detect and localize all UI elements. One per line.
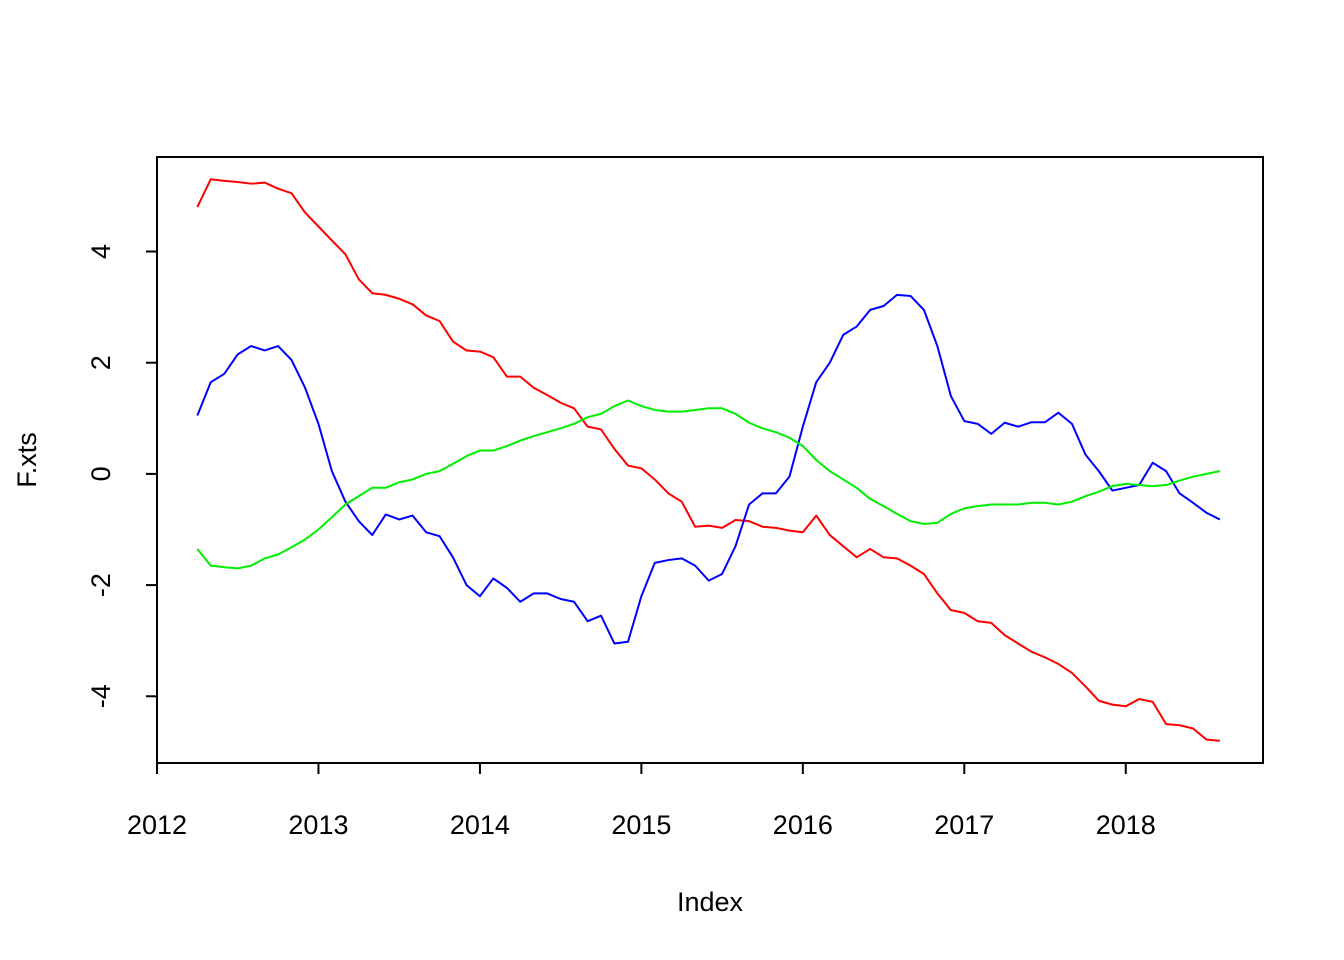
- x-tick-label: 2014: [450, 810, 510, 840]
- y-tick-label: 4: [86, 244, 116, 259]
- x-axis: 2012 2013 2014 2015 2016 2017 2018: [127, 762, 1156, 840]
- x-tick-label: 2016: [773, 810, 833, 840]
- x-tick-label: 2018: [1096, 810, 1156, 840]
- y-tick-label: -4: [86, 684, 116, 708]
- series-line-1: [196, 178, 1220, 742]
- series-line-2: [196, 293, 1221, 645]
- plot-frame: [156, 156, 1264, 764]
- y-tick-label: -2: [86, 573, 116, 597]
- x-axis-label: Index: [677, 887, 744, 917]
- x-tick-label: 2015: [611, 810, 671, 840]
- y-tick-label: 0: [86, 466, 116, 481]
- x-tick-label: 2017: [934, 810, 994, 840]
- x-tick-label: 2012: [127, 810, 187, 840]
- y-tick-label: 2: [86, 355, 116, 370]
- y-axis-label: F.xts: [12, 432, 42, 488]
- y-axis: -4 -2 0 2 4: [86, 244, 158, 708]
- series-layer: [196, 178, 1221, 742]
- x-tick-label: 2013: [288, 810, 348, 840]
- series-line-3: [196, 399, 1221, 570]
